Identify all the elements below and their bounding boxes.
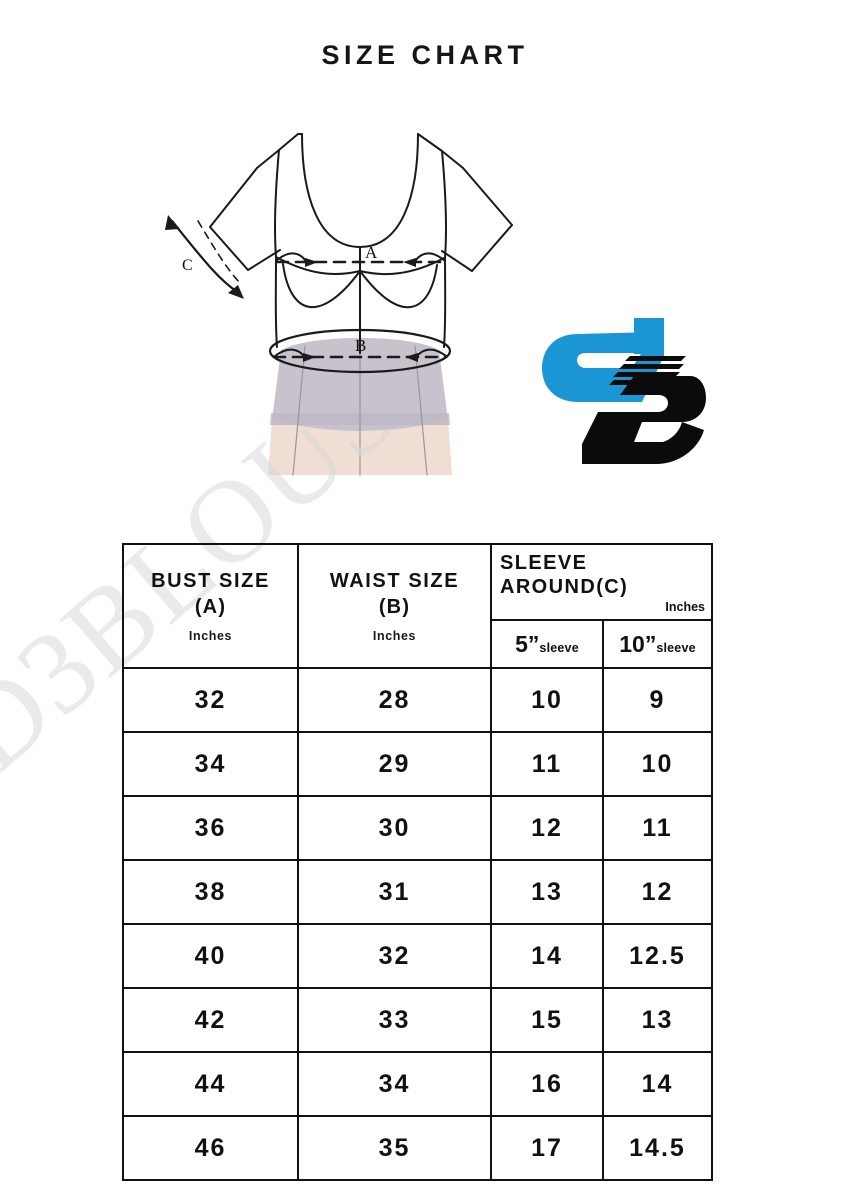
table-row: 42 33 15 13	[122, 987, 713, 1053]
cell-waist: 31	[297, 859, 492, 925]
cell-sleeve-5: 16	[490, 1051, 604, 1117]
cell-waist: 34	[297, 1051, 492, 1117]
bust-header-unit: Inches	[188, 629, 233, 644]
cell-sleeve-5: 14	[490, 923, 604, 989]
label-bust-A: A	[365, 243, 378, 262]
waist-header-title: WAIST SIZE	[329, 569, 460, 592]
column-header-sleeve-10: 10”sleeve	[602, 619, 713, 669]
column-header-sleeve-around: SLEEVE AROUND(C) Inches	[490, 543, 713, 621]
cell-bust: 42	[122, 987, 299, 1053]
table-subheader-row: 5”sleeve 10”sleeve	[123, 619, 713, 669]
cell-sleeve-10: 13	[602, 987, 713, 1053]
page-title: SIZE CHART	[321, 40, 529, 70]
table-row: 32 28 10 9	[122, 667, 713, 733]
sleeve-10-length: 10”	[619, 630, 657, 657]
table-row: 36 30 12 11	[122, 795, 713, 861]
sleeve-5-label: sleeve	[539, 640, 579, 655]
cell-bust: 34	[122, 731, 299, 797]
table-row: 38 31 13 12	[122, 859, 713, 925]
cell-bust: 32	[122, 667, 299, 733]
size-chart-table-container: BUST SIZE (A) Inches WAIST SIZE (B) Inch…	[122, 543, 713, 1181]
waist-header-code: (B)	[378, 596, 411, 619]
column-header-waist: WAIST SIZE (B) Inches	[297, 543, 492, 669]
cell-sleeve-5: 13	[490, 859, 604, 925]
sleeve-10-label: sleeve	[656, 640, 696, 655]
table-row: 44 34 16 14	[122, 1051, 713, 1117]
cell-sleeve-10: 11	[602, 795, 713, 861]
bust-header-code: (A)	[194, 596, 227, 619]
cell-waist: 28	[297, 667, 492, 733]
cell-sleeve-10: 9	[602, 667, 713, 733]
sleeve-header-code: (C)	[596, 575, 629, 598]
cell-waist: 32	[297, 923, 492, 989]
cell-sleeve-10: 12.5	[602, 923, 713, 989]
sleeve-header-line2: AROUND	[500, 575, 597, 598]
cell-bust: 44	[122, 1051, 299, 1117]
table-row: 40 32 14 12.5	[122, 923, 713, 989]
size-chart-table: BUST SIZE (A) Inches WAIST SIZE (B) Inch…	[122, 543, 713, 1181]
cell-sleeve-10: 14.5	[602, 1115, 713, 1181]
cell-sleeve-5: 10	[490, 667, 604, 733]
table-body: 32 28 10 9 34 29 11 10 36 30 12 11 38 31…	[122, 667, 713, 1181]
d3-blouses-logo	[538, 312, 710, 467]
sleeve-header-unit: Inches	[665, 599, 705, 614]
cell-bust: 38	[122, 859, 299, 925]
cell-sleeve-10: 10	[602, 731, 713, 797]
cell-waist: 33	[297, 987, 492, 1053]
cell-sleeve-5: 17	[490, 1115, 604, 1181]
table-row: 34 29 11 10	[122, 731, 713, 797]
label-sleeve-C: C	[182, 257, 193, 274]
cell-waist: 29	[297, 731, 492, 797]
cell-waist: 30	[297, 795, 492, 861]
blouse-measurement-diagram: A B C	[150, 125, 570, 480]
cell-bust: 36	[122, 795, 299, 861]
label-waist-B: B	[355, 336, 366, 355]
cell-sleeve-10: 12	[602, 859, 713, 925]
sleeve-header-line1: SLEEVE	[500, 551, 588, 574]
cell-sleeve-10: 14	[602, 1051, 713, 1117]
column-header-sleeve-5: 5”sleeve	[490, 619, 604, 669]
table-header-row: BUST SIZE (A) Inches WAIST SIZE (B) Inch…	[122, 543, 713, 669]
bust-header-title: BUST SIZE	[151, 569, 270, 592]
table-row: 46 35 17 14.5	[122, 1115, 713, 1181]
cell-sleeve-5: 11	[490, 731, 604, 797]
cell-bust: 46	[122, 1115, 299, 1181]
sleeve-5-length: 5”	[515, 630, 540, 657]
cell-bust: 40	[122, 923, 299, 989]
waist-header-unit: Inches	[372, 629, 417, 644]
cell-sleeve-5: 15	[490, 987, 604, 1053]
column-header-bust: BUST SIZE (A) Inches	[122, 543, 299, 669]
cell-sleeve-5: 12	[490, 795, 604, 861]
cell-waist: 35	[297, 1115, 492, 1181]
